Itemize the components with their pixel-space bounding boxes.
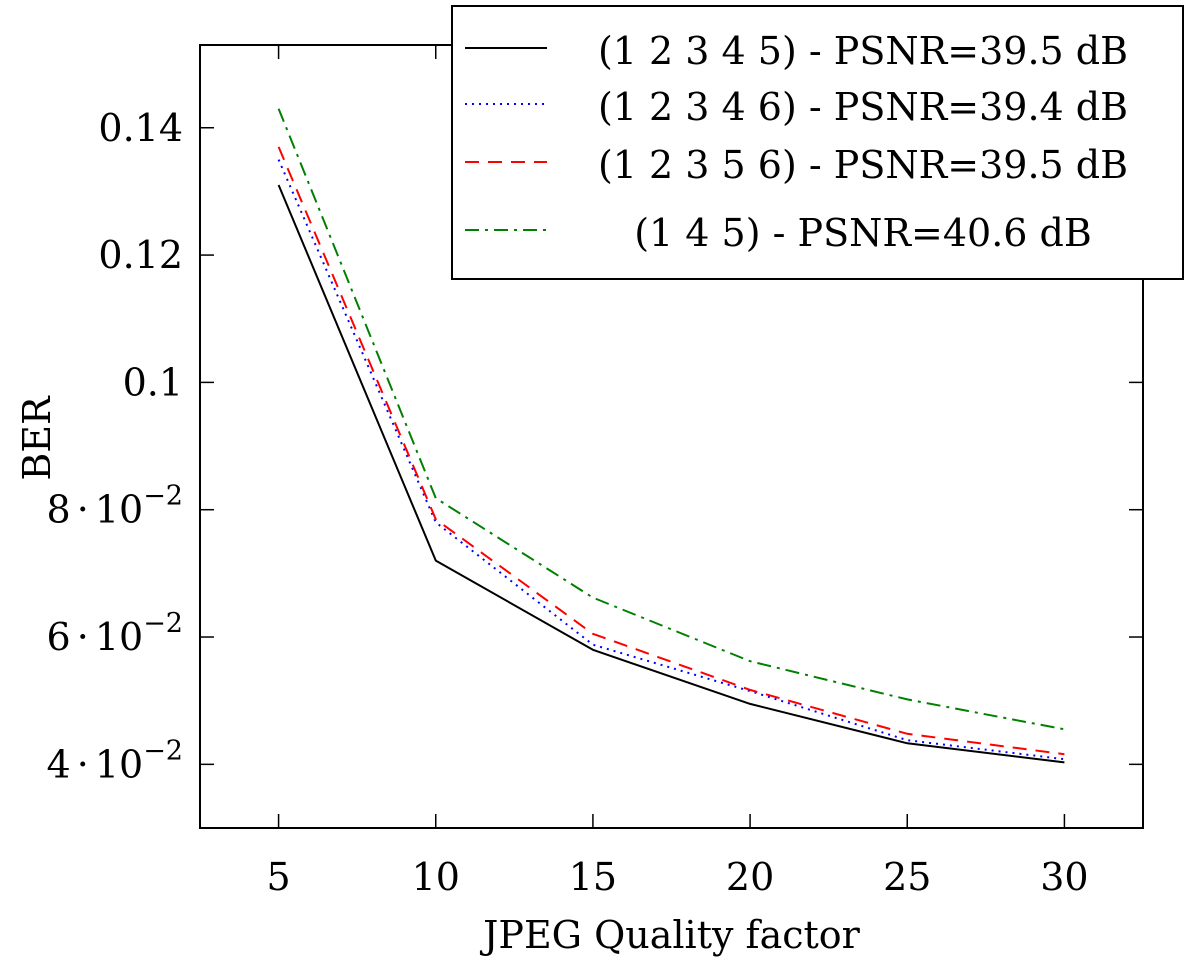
y-tick-label: 0.12 <box>98 233 183 277</box>
y-tick-label: 0.14 <box>98 106 183 150</box>
y-tick-label: 8 · 10−2 <box>47 481 183 532</box>
x-tick-label: 5 <box>266 855 290 899</box>
x-tick-label: 20 <box>726 855 774 899</box>
y-tick-label: 6 · 10−2 <box>47 608 183 659</box>
legend-label-4: (1 4 5) - PSNR=40.6 dB <box>634 211 1092 255</box>
y-tick-base: 10 <box>95 742 143 786</box>
axes-layer: 5 10 15 20 25 304 · 10−26 · 10−28 · 10−20.10.120.14 <box>47 45 1143 899</box>
y-tick-exponent: −2 <box>143 481 183 512</box>
y-tick-mantissa: 6 <box>47 615 71 659</box>
legend-label-3: (1 2 3 5 6) - PSNR=39.5 dB <box>598 143 1128 187</box>
y-tick-label: 4 · 10−2 <box>47 735 183 786</box>
y-tick-dot: · <box>77 615 89 659</box>
y-tick-exponent: −2 <box>143 608 183 639</box>
y-tick-mantissa: 4 <box>47 742 71 786</box>
x-axis-label: JPEG Quality factor <box>479 913 861 957</box>
y-tick-exponent: −2 <box>143 735 183 766</box>
series-line-3 <box>277 146 1065 756</box>
y-tick-dot: · <box>77 742 89 786</box>
y-tick-label: 0.1 <box>123 360 183 404</box>
y-tick-base: 10 <box>95 615 143 659</box>
y-tick-dot: · <box>77 488 89 532</box>
x-tick-label: 25 <box>883 855 931 899</box>
y-tick-base: 10 <box>95 488 143 532</box>
series-layer <box>277 108 1065 764</box>
y-axis-label: BER <box>15 395 59 481</box>
series-line-4 <box>277 108 1065 731</box>
legend-label-1: (1 2 3 4 5) - PSNR=39.5 dB <box>598 29 1128 73</box>
y-tick-mantissa: 8 <box>47 488 71 532</box>
legend: (1 2 3 4 5) - PSNR=39.5 dB (1 2 3 4 6) - … <box>451 5 1184 280</box>
x-tick-label: 15 <box>569 855 617 899</box>
x-tick-label: 10 <box>412 855 460 899</box>
series-line-2 <box>277 159 1065 761</box>
series-line-1 <box>277 184 1065 764</box>
legend-box <box>451 5 1184 280</box>
x-tick-label: 30 <box>1040 855 1088 899</box>
legend-label-2: (1 2 3 4 6) - PSNR=39.4 dB <box>598 85 1128 129</box>
